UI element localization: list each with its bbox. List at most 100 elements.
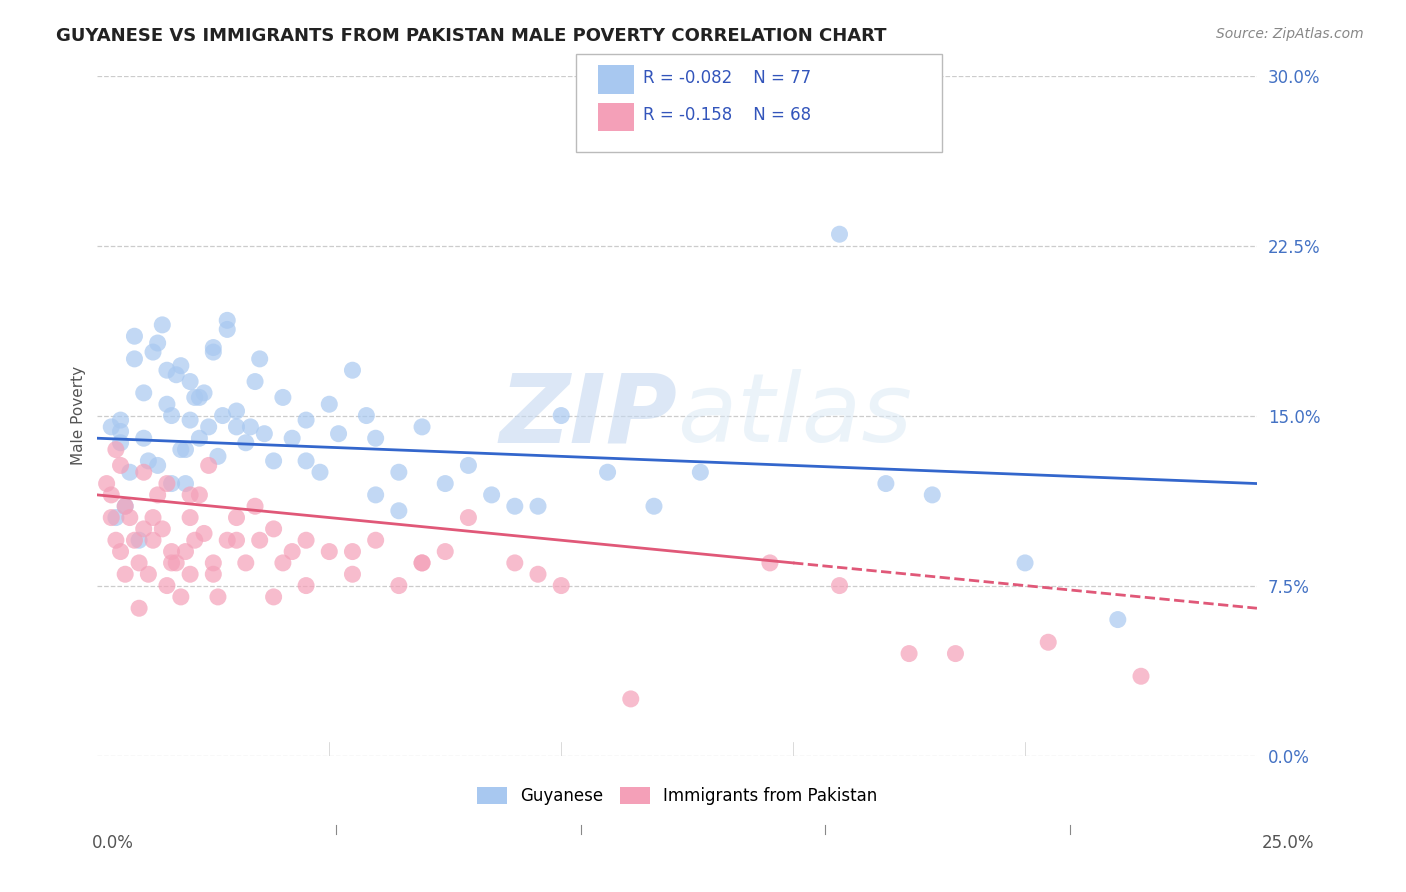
Point bbox=[188, 391, 211, 405]
Point bbox=[179, 488, 201, 502]
Point bbox=[217, 322, 239, 336]
Point bbox=[124, 329, 146, 343]
Point bbox=[179, 567, 201, 582]
Point bbox=[503, 556, 526, 570]
Point bbox=[124, 351, 146, 366]
Point bbox=[188, 431, 211, 445]
Text: Source: ZipAtlas.com: Source: ZipAtlas.com bbox=[1216, 27, 1364, 41]
Point bbox=[356, 409, 378, 423]
Point bbox=[281, 431, 304, 445]
Point bbox=[643, 500, 665, 514]
Point bbox=[156, 476, 179, 491]
Point bbox=[197, 420, 219, 434]
Point bbox=[100, 420, 122, 434]
Point bbox=[132, 431, 155, 445]
Point bbox=[174, 442, 197, 457]
Point bbox=[243, 375, 266, 389]
Point bbox=[165, 368, 187, 382]
Point bbox=[110, 435, 132, 450]
Point bbox=[118, 465, 141, 479]
Point bbox=[193, 526, 215, 541]
Point bbox=[263, 590, 285, 604]
Point bbox=[828, 578, 851, 592]
Point bbox=[179, 510, 201, 524]
Point bbox=[104, 442, 127, 457]
Point bbox=[550, 409, 572, 423]
Point bbox=[225, 404, 247, 418]
Point bbox=[170, 442, 193, 457]
Point bbox=[945, 647, 967, 661]
Text: 0.0%: 0.0% bbox=[91, 834, 134, 852]
Point bbox=[202, 567, 225, 582]
Point bbox=[197, 458, 219, 473]
Point bbox=[759, 556, 782, 570]
Point bbox=[1038, 635, 1060, 649]
Point bbox=[271, 391, 294, 405]
Point bbox=[146, 488, 169, 502]
Point bbox=[104, 533, 127, 548]
Point bbox=[328, 426, 350, 441]
Point bbox=[364, 533, 387, 548]
Point bbox=[434, 544, 457, 558]
Point bbox=[150, 318, 173, 332]
Point bbox=[142, 345, 165, 359]
Point bbox=[207, 450, 229, 464]
Point bbox=[281, 544, 304, 558]
Point bbox=[921, 488, 943, 502]
Point bbox=[342, 363, 364, 377]
Point bbox=[253, 426, 276, 441]
Point bbox=[118, 510, 141, 524]
Point bbox=[211, 409, 233, 423]
Point bbox=[364, 488, 387, 502]
Point bbox=[1107, 613, 1129, 627]
Text: atlas: atlas bbox=[678, 369, 912, 462]
Point bbox=[160, 544, 183, 558]
Point bbox=[110, 544, 132, 558]
Point bbox=[128, 533, 150, 548]
Point bbox=[263, 454, 285, 468]
Point bbox=[388, 578, 411, 592]
Point bbox=[188, 488, 211, 502]
Point bbox=[100, 510, 122, 524]
Point bbox=[217, 533, 239, 548]
Point bbox=[235, 556, 257, 570]
Point bbox=[160, 476, 183, 491]
Point bbox=[782, 91, 804, 105]
Point bbox=[318, 397, 340, 411]
Point bbox=[110, 458, 132, 473]
Point bbox=[138, 454, 160, 468]
Point bbox=[100, 488, 122, 502]
Point bbox=[156, 578, 179, 592]
Point bbox=[295, 533, 318, 548]
Point bbox=[735, 125, 758, 139]
Point bbox=[225, 510, 247, 524]
Point bbox=[550, 578, 572, 592]
Point bbox=[160, 409, 183, 423]
Point bbox=[174, 544, 197, 558]
Text: GUYANESE VS IMMIGRANTS FROM PAKISTAN MALE POVERTY CORRELATION CHART: GUYANESE VS IMMIGRANTS FROM PAKISTAN MAL… bbox=[56, 27, 887, 45]
Point bbox=[114, 500, 136, 514]
Point bbox=[184, 391, 207, 405]
Point bbox=[295, 578, 318, 592]
Y-axis label: Male Poverty: Male Poverty bbox=[72, 366, 86, 465]
Point bbox=[1014, 556, 1036, 570]
Point bbox=[217, 313, 239, 327]
Point bbox=[202, 341, 225, 355]
Point bbox=[295, 454, 318, 468]
Point bbox=[388, 504, 411, 518]
Point bbox=[527, 567, 550, 582]
Point bbox=[128, 601, 150, 615]
Point bbox=[202, 345, 225, 359]
Point bbox=[170, 590, 193, 604]
Point bbox=[318, 544, 340, 558]
Point bbox=[898, 647, 921, 661]
Point bbox=[411, 556, 433, 570]
Point bbox=[128, 556, 150, 570]
Point bbox=[156, 397, 179, 411]
Point bbox=[225, 420, 247, 434]
Point bbox=[132, 385, 155, 400]
Point bbox=[132, 465, 155, 479]
Point bbox=[184, 533, 207, 548]
Point bbox=[295, 413, 318, 427]
Point bbox=[481, 488, 503, 502]
